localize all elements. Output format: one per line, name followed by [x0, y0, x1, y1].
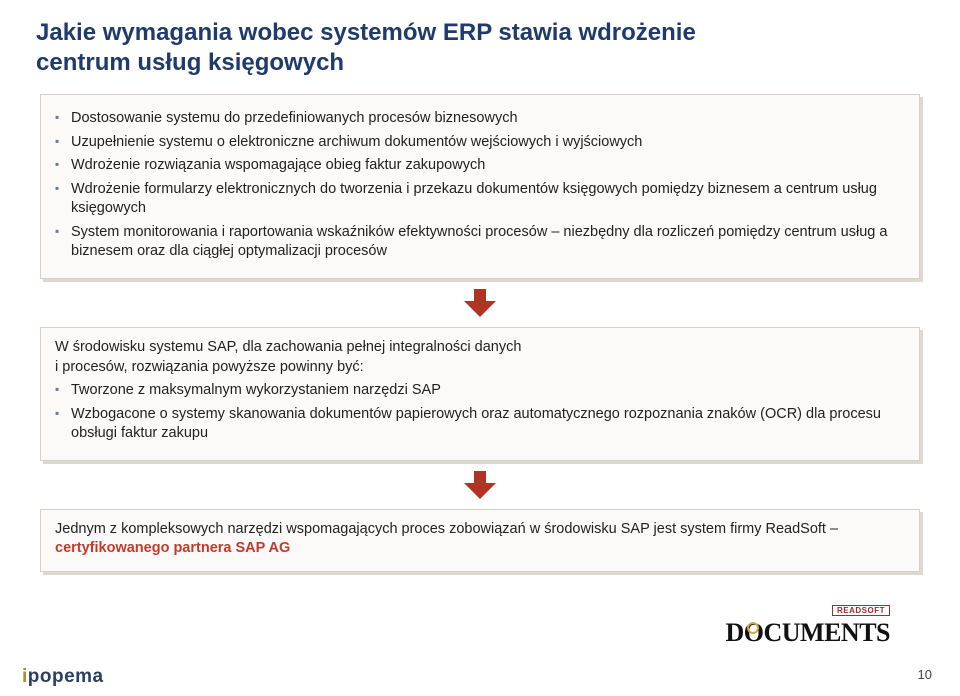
ipopema-logo: ipopema [22, 666, 104, 688]
documents-wordmark: DOCUMENTS [725, 618, 890, 647]
title-line-2: centrum usług księgowych [36, 49, 344, 76]
title-line-1: Jakie wymagania wobec systemów ERP stawi… [36, 19, 696, 46]
list-item-text: Wzbogacone o systemy skanowania dokument… [71, 406, 881, 442]
card-conclusion: Jednym z kompleksowych narzędzi wspomaga… [40, 509, 920, 572]
list-item: Wdrożenie formularzy elektronicznych do … [55, 180, 905, 219]
requirements-list: Dostosowanie systemu do przedefiniowanyc… [55, 109, 905, 262]
page-footer: ipopema 10 [0, 650, 960, 690]
list-item-text: Wdrożenie formularzy elektronicznych do … [71, 181, 877, 217]
sap-list: Tworzone z maksymalnym wykorzystaniem na… [55, 381, 905, 444]
page-number: 10 [918, 667, 932, 682]
list-item-text: Uzupełnienie systemu o elektroniczne arc… [71, 134, 642, 150]
list-item-text: System monitorowania i raportowania wska… [71, 224, 887, 260]
ipopema-wordmark: ipopema [22, 666, 104, 687]
list-item-text: Wdrożenie rozwiązania wspomagające obieg… [71, 157, 485, 173]
card2-lead-line1: W środowisku systemu SAP, dla zachowania… [55, 339, 521, 355]
readsoft-documents-logo: READSOFT DOCUMENTS [725, 600, 890, 648]
list-item: Dostosowanie systemu do przedefiniowanyc… [55, 109, 905, 129]
arrow-down-icon [36, 471, 924, 499]
card2-lead-line2: i procesów, rozwiązania powyższe powinny… [55, 359, 364, 375]
list-item: Tworzone z maksymalnym wykorzystaniem na… [55, 381, 905, 401]
card-requirements: Dostosowanie systemu do przedefiniowanyc… [40, 94, 920, 279]
readsoft-small-badge: READSOFT [832, 605, 890, 616]
page-title: Jakie wymagania wobec systemów ERP stawi… [36, 18, 924, 78]
list-item: System monitorowania i raportowania wska… [55, 223, 905, 262]
arrow-down-icon [36, 289, 924, 317]
card2-lead: W środowisku systemu SAP, dla zachowania… [55, 338, 905, 377]
list-item: Wdrożenie rozwiązania wspomagające obieg… [55, 156, 905, 176]
list-item: Wzbogacone o systemy skanowania dokument… [55, 405, 905, 444]
card-sap-env: W środowisku systemu SAP, dla zachowania… [40, 327, 920, 461]
conclusion-text: Jednym z kompleksowych narzędzi wspomaga… [55, 520, 905, 559]
list-item-text: Tworzone z maksymalnym wykorzystaniem na… [71, 382, 441, 398]
list-item: Uzupełnienie systemu o elektroniczne arc… [55, 133, 905, 153]
conclusion-highlight: certyfikowanego partnera SAP AG [55, 540, 290, 556]
conclusion-pre: Jednym z kompleksowych narzędzi wspomaga… [55, 521, 838, 537]
list-item-text: Dostosowanie systemu do przedefiniowanyc… [71, 110, 518, 126]
